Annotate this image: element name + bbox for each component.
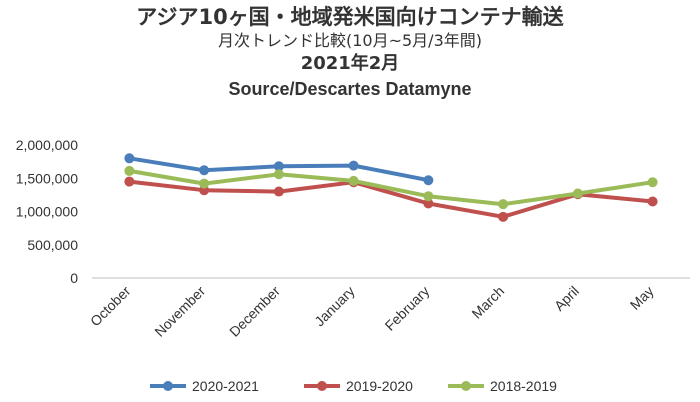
data-point	[423, 191, 434, 202]
x-tick-label: October	[87, 283, 134, 330]
x-tick-label: December	[226, 283, 283, 340]
chart-series	[124, 153, 658, 222]
legend-item: 2020-2021	[150, 378, 259, 394]
x-tick-label: March	[468, 283, 507, 322]
x-tick-label: February	[382, 283, 433, 334]
data-point	[124, 176, 135, 187]
x-tick-label: April	[551, 283, 582, 314]
legend-item: 2019-2020	[304, 378, 413, 394]
chart-legend: 2020-2021 2019-2020 2018-2019	[150, 378, 557, 394]
legend-label: 2020-2021	[192, 378, 259, 394]
data-point	[124, 165, 135, 176]
legend-label: 2019-2020	[346, 378, 413, 394]
data-point	[423, 175, 434, 186]
y-tick-label: 500,000	[27, 237, 78, 253]
chart-source: Source/Descartes Datamyne	[228, 79, 472, 99]
series-line-2019-2020	[129, 179, 653, 219]
data-point	[273, 186, 284, 197]
y-tick-label: 1,500,000	[16, 170, 78, 186]
y-tick-label: 1,000,000	[16, 204, 78, 220]
data-point	[498, 199, 509, 210]
chart-subtitle: 月次トレンド比較(10月~5月/3年間)	[217, 31, 482, 50]
data-point	[348, 175, 359, 186]
data-point	[423, 198, 434, 209]
y-tick-label: 2,000,000	[16, 137, 78, 153]
data-point	[199, 165, 210, 176]
legend-swatch-marker	[461, 381, 471, 391]
x-tick-label: May	[627, 283, 657, 313]
data-point	[348, 160, 359, 171]
x-tick-label: January	[311, 283, 358, 330]
data-point	[124, 153, 135, 164]
data-point	[498, 211, 509, 222]
legend-item: 2018-2019	[448, 378, 557, 394]
x-tick-label: November	[151, 283, 208, 340]
legend-label: 2018-2019	[490, 378, 557, 394]
data-point	[647, 196, 658, 207]
legend-swatch-marker	[317, 381, 327, 391]
data-point	[572, 188, 583, 199]
data-point	[199, 178, 210, 189]
chart-title: アジア10ヶ国・地域発米国向けコンテナ輸送	[136, 5, 564, 29]
legend-swatch-marker	[163, 381, 173, 391]
y-tick-label: 0	[70, 270, 78, 286]
data-point	[273, 161, 284, 172]
data-point	[647, 177, 658, 188]
chart-titles: アジア10ヶ国・地域発米国向けコンテナ輸送 月次トレンド比較(10月~5月/3年…	[0, 4, 700, 102]
series-line-2018-2019	[129, 168, 653, 207]
data-point	[273, 169, 284, 180]
chart-date-label: 2021年2月	[300, 53, 400, 74]
